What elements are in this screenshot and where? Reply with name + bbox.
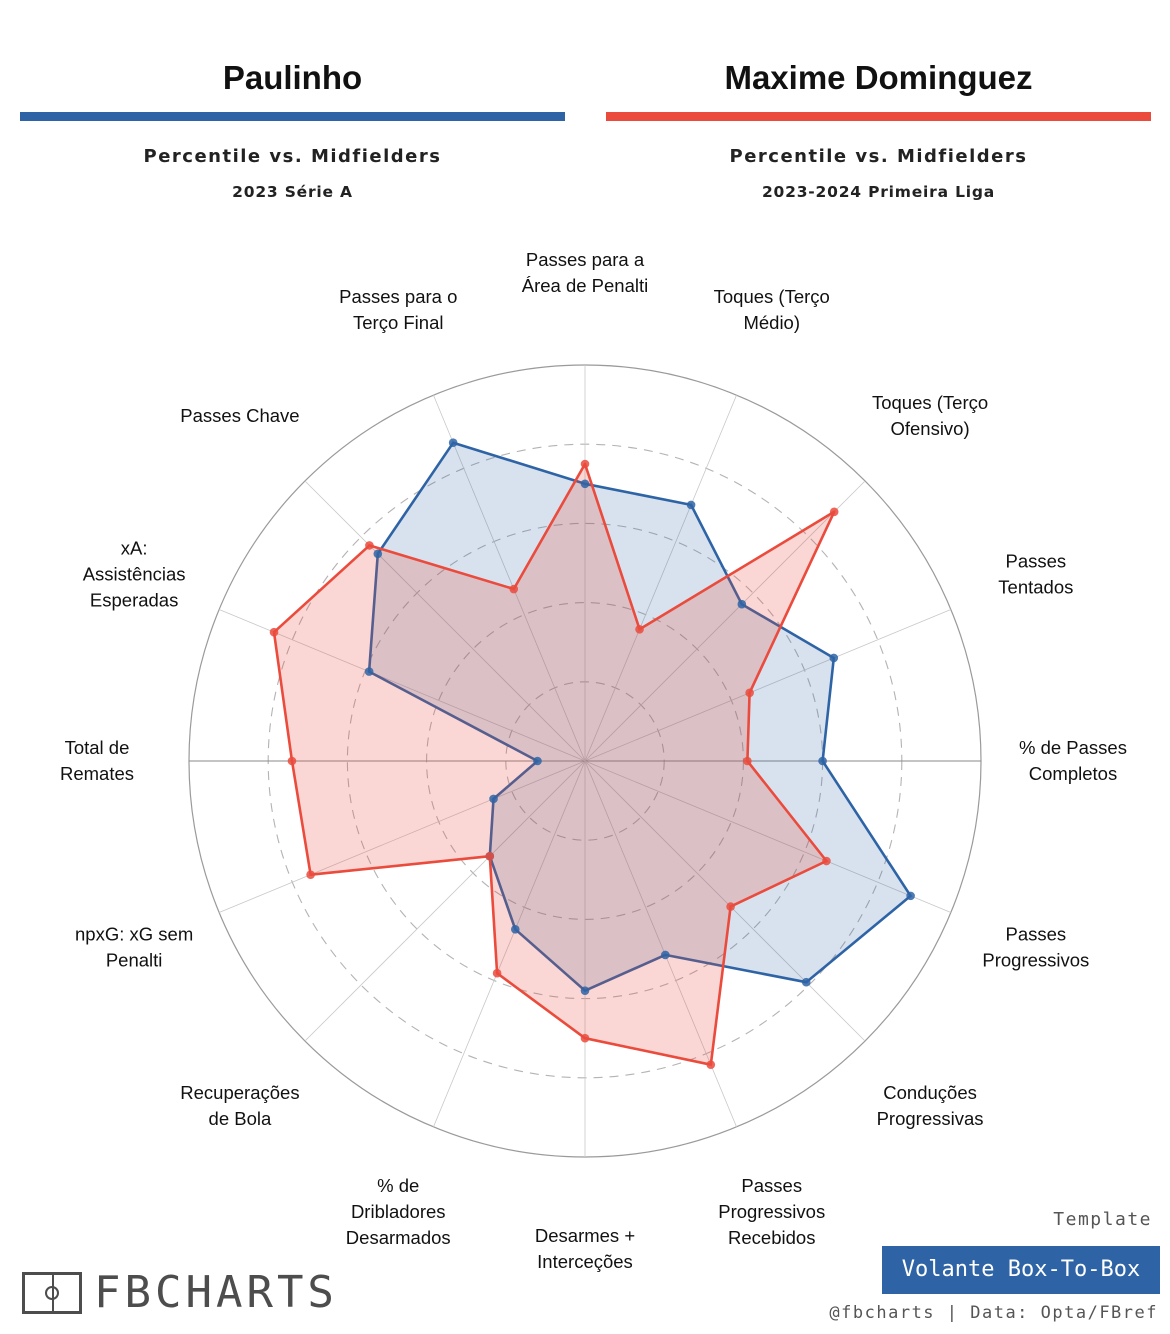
player-right-subtitle: Percentile vs. Midfielders (729, 146, 1028, 167)
data-point-maxime-dominguez (829, 507, 839, 517)
data-point-paulinho (448, 438, 458, 448)
radar-spoke (584, 609, 952, 762)
data-point-paulinho (829, 653, 839, 663)
template-badge: Volante Box-To-Box (882, 1246, 1160, 1294)
player-left-subtitle: Percentile vs. Midfielders (143, 146, 442, 167)
player-left-name: Paulinho (222, 59, 363, 96)
data-point-maxime-dominguez (485, 851, 495, 861)
player-left-color-bar (20, 112, 565, 121)
axis-label: Passes para a Área de Penalti (522, 249, 649, 296)
data-point-maxime-dominguez (492, 968, 502, 978)
axis-label: Total de Remates (60, 737, 134, 784)
axis-label: Toques (Terço Médio) (714, 286, 830, 333)
data-point-paulinho (510, 924, 520, 934)
axis-label: Conduções Progressivas (877, 1082, 984, 1129)
data-point-maxime-dominguez (580, 1033, 590, 1043)
axis-label: % de Passes Completos (1019, 737, 1127, 784)
player-right-color-bar (606, 112, 1151, 121)
player-right-season: 2023-2024 Primeira Liga (761, 183, 996, 201)
data-point-maxime-dominguez (287, 756, 297, 766)
radar-spoke (584, 394, 737, 762)
data-point-paulinho (801, 977, 811, 987)
axis-label: % de Dribladores Desarmados (346, 1175, 451, 1248)
data-point-maxime-dominguez (822, 856, 831, 866)
logo-text: FBCHARTS (94, 1267, 338, 1318)
series-area-maxime-dominguez (272, 462, 836, 1066)
data-point-paulinho (489, 794, 498, 804)
radar-spoke (433, 394, 586, 762)
radar-spoke (304, 760, 586, 1042)
axis-label: Toques (Terço Ofensivo) (872, 392, 988, 439)
data-point-maxime-dominguez (743, 756, 752, 766)
data-point-maxime-dominguez (706, 1060, 716, 1069)
data-point-paulinho (364, 667, 374, 676)
data-point-maxime-dominguez (509, 584, 519, 594)
player-left-season: 2023 Série A (232, 183, 353, 201)
data-point-maxime-dominguez (745, 688, 754, 698)
axis-label: npxG: xG sem Penalti (75, 924, 193, 971)
data-point-paulinho (686, 500, 696, 510)
axis-label: Passes para o Terço Final (339, 286, 457, 333)
data-point-maxime-dominguez (726, 902, 735, 911)
template-label: Template (1053, 1209, 1152, 1230)
data-point-paulinho (373, 549, 383, 559)
data-point-paulinho (661, 950, 670, 960)
data-point-maxime-dominguez (269, 627, 279, 637)
player-right-header: Maxime Dominguez Percentile vs. Midfield… (606, 0, 1151, 201)
axis-label: Passes Progressivos (982, 924, 1089, 971)
data-point-paulinho (818, 756, 827, 766)
axis-label: Recuperações de Bola (180, 1082, 299, 1129)
data-point-maxime-dominguez (306, 870, 315, 879)
radar-spoke (218, 609, 586, 762)
axis-label: xA: Assistências Esperadas (83, 537, 186, 610)
pitch-icon (22, 1272, 82, 1314)
radar-spoke (584, 480, 866, 762)
axis-label: Desarmes + Interceções (535, 1225, 635, 1272)
data-point-maxime-dominguez (635, 624, 644, 634)
radar-spoke (584, 760, 952, 913)
data-point-paulinho (580, 986, 590, 995)
axis-label: Passes Chave (180, 405, 299, 426)
fbcharts-logo: FBCHARTS (22, 1268, 334, 1320)
radar-spoke (433, 760, 586, 1128)
data-point-paulinho (906, 891, 915, 901)
axis-label: Passes Tentados (998, 550, 1073, 597)
data-point-maxime-dominguez (365, 541, 374, 550)
player-right-name: Maxime Dominguez (724, 59, 1033, 96)
data-point-paulinho (737, 599, 747, 609)
data-point-paulinho (580, 479, 590, 489)
credits: @fbcharts | Data: Opta/FBref (829, 1303, 1158, 1323)
data-point-maxime-dominguez (580, 459, 590, 469)
radar-spoke (218, 760, 586, 913)
player-left-header: Paulinho Percentile vs. Midfielders 2023… (20, 0, 565, 201)
data-point-paulinho (533, 756, 542, 766)
radar-spoke (304, 480, 586, 762)
axis-label: Passes Progressivos Recebidos (718, 1175, 825, 1248)
radar-spoke (584, 760, 866, 1042)
